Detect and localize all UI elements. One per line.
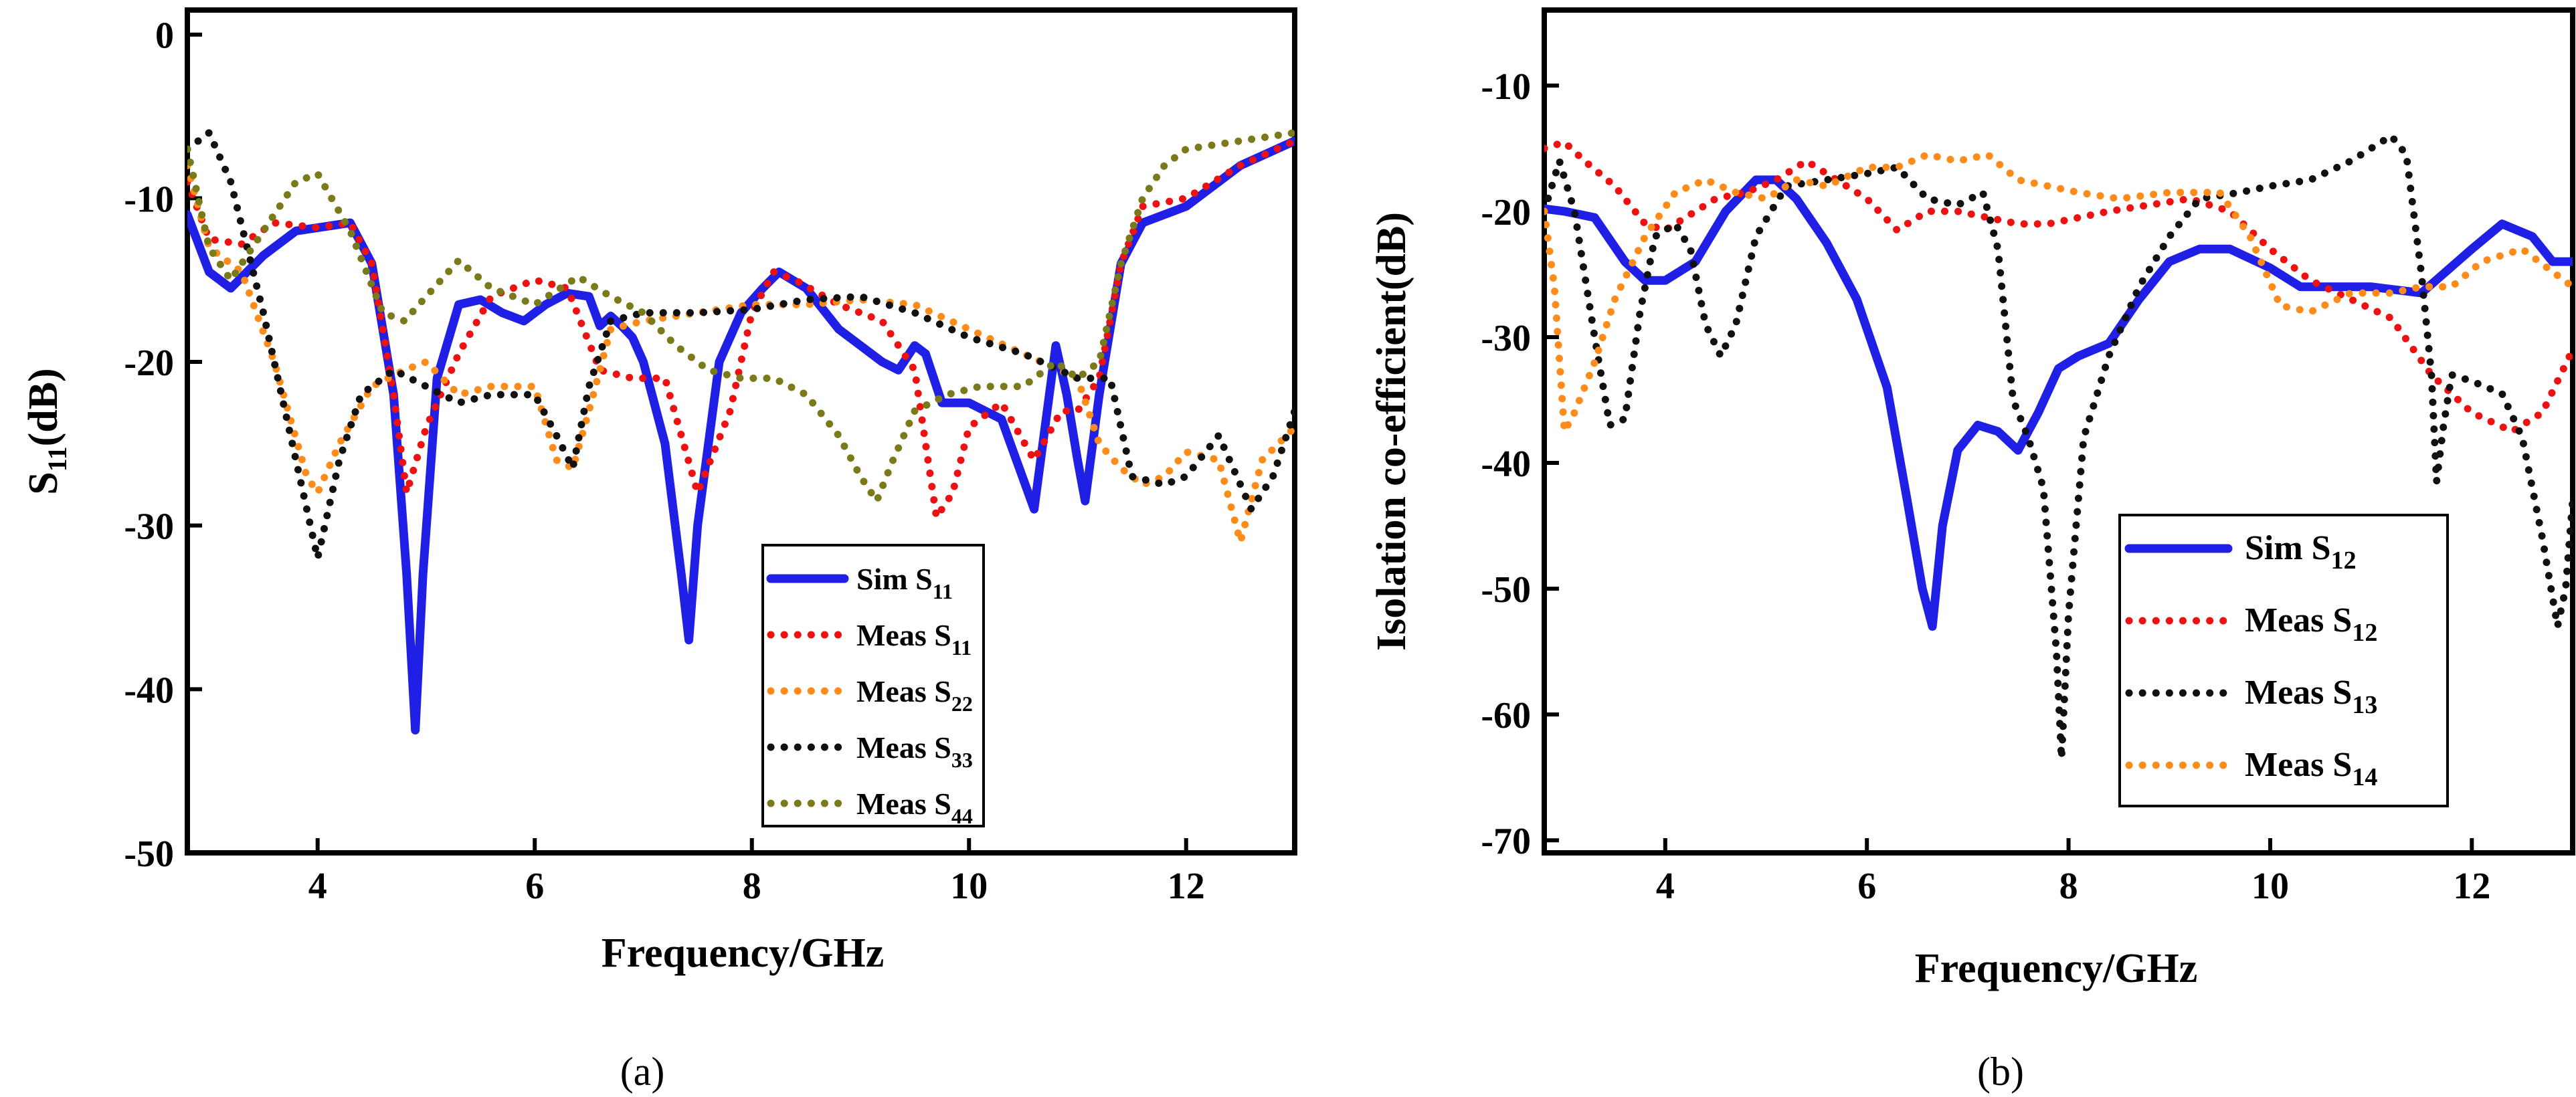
- panel-a: 4 6 8 10 12 0 -10 -20 -30 -40 -50 Frequency/GHz S1…: [21, 10, 1295, 1094]
- panel-b-y-tick-label: -70: [1481, 821, 1531, 862]
- panel-a-plot-frame: [187, 10, 1295, 853]
- panel-a-x-tick-label: 4: [308, 866, 327, 907]
- panel-a-y-axis-title-tail: (dB): [21, 368, 66, 446]
- panel-b-y-tick-label: -40: [1481, 443, 1531, 485]
- panel-b-y-tick-label: -50: [1481, 569, 1531, 611]
- panel-a-x-tick-label: 8: [743, 866, 761, 907]
- panel-a-y-axis-title-sub: 11: [42, 446, 72, 472]
- panel-a-caption-letter: a: [634, 1050, 652, 1094]
- panel-a-y-tick-label: -50: [124, 833, 174, 875]
- panel-b-y-axis-title: Isolation co-efficient(dB): [1369, 212, 1414, 651]
- panel-b-caption-letter: b: [1991, 1050, 2011, 1094]
- panel-b-x-axis-title: Frequency/GHz: [1915, 946, 2197, 991]
- panel-b-x-tick-label: 6: [1857, 866, 1876, 907]
- panel-a-x-tick-label: 10: [950, 866, 988, 907]
- panel-b: 4 6 8 10 12 -10 -20 -30 -40 -50 -60 -70 Frequency/G…: [1369, 10, 2573, 1094]
- panel-b-y-tick-label: -30: [1481, 318, 1531, 359]
- panel-a-y-tick-label: 0: [155, 15, 174, 57]
- figure: 4 6 8 10 120-10-20-30-40-50 Frequency/GHz S1…: [0, 0, 2576, 1097]
- panel-a-y-tick-label: -30: [124, 506, 174, 548]
- panel-a-x-axis-title: Frequency/GHz: [602, 930, 884, 976]
- panel-a-series-group: [187, 133, 1295, 730]
- panel-b-y-tick-label: -10: [1481, 66, 1531, 108]
- panel-b-x-tick-label: 4: [1656, 866, 1675, 907]
- panel-a-y-tick-label: -10: [124, 179, 174, 220]
- panel-a-y-axis-title: S11(dB): [21, 368, 72, 494]
- panel-b-x-tick-label: 8: [2059, 866, 2078, 907]
- panel-a-y-tick-label: -20: [124, 342, 174, 384]
- panel-b-x-tick-label: 10: [2251, 866, 2289, 907]
- panel-a-y-axis-title-main: S: [21, 472, 66, 494]
- panel-a-caption: (a): [620, 1050, 665, 1094]
- panel-a-y-tick-label: -40: [124, 670, 174, 711]
- panel-b-y-tick-label: -60: [1481, 695, 1531, 736]
- panel-a-x-tick-label: 6: [525, 866, 544, 907]
- panel-a-x-tick-label: 12: [1168, 866, 1205, 907]
- panel-b-y-tick-label: -20: [1481, 192, 1531, 233]
- panel-b-caption: (b): [1977, 1050, 2024, 1094]
- panel-b-x-tick-label: 12: [2453, 866, 2490, 907]
